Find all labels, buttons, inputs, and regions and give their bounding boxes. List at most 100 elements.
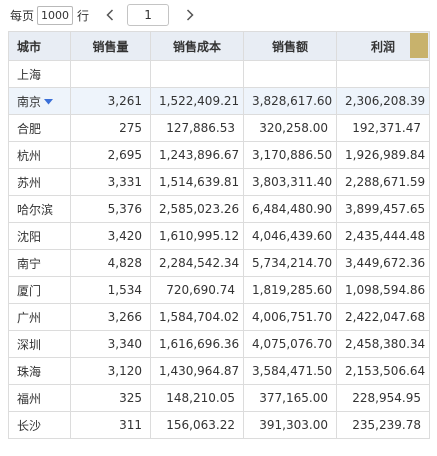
cell-cost: 148,210.05 xyxy=(150,384,244,412)
next-page-button[interactable] xyxy=(183,5,197,25)
header-row: 城市 销售量 销售成本 销售额 利润 xyxy=(8,31,430,61)
cell-city: 长沙 xyxy=(8,411,71,439)
rows-label: 行 xyxy=(77,8,90,23)
per-page-label: 每页 xyxy=(10,8,35,23)
cell-profit: 3,899,457.65 xyxy=(336,195,430,223)
column-header-quantity[interactable]: 销售量 xyxy=(70,31,151,61)
cell-cost: 1,514,639.81 xyxy=(150,168,244,196)
chevron-right-icon xyxy=(187,9,194,21)
cell-quantity xyxy=(70,60,151,88)
cell-quantity: 275 xyxy=(70,114,151,142)
cell-city: 广州 xyxy=(8,303,71,331)
cell-profit: 2,435,444.48 xyxy=(336,222,430,250)
cell-city: 合肥 xyxy=(8,114,71,142)
cell-profit: 2,422,047.68 xyxy=(336,303,430,331)
chevron-left-icon xyxy=(106,9,114,21)
cell-profit: 3,449,672.36 xyxy=(336,249,430,277)
cell-sales: 1,819,285.60 xyxy=(243,276,337,304)
table-row[interactable]: 哈尔滨 5,376 2,585,023.26 6,484,480.90 3,89… xyxy=(8,195,430,223)
cell-cost: 1,522,409.21 xyxy=(150,87,244,115)
cell-profit: 228,954.95 xyxy=(336,384,430,412)
cell-quantity: 5,376 xyxy=(70,195,151,223)
cell-sales: 4,075,076.70 xyxy=(243,330,337,358)
pagination-bar: 每页 1000 行 1 xyxy=(0,0,437,30)
cell-profit: 235,239.78 xyxy=(336,411,430,439)
table-row[interactable]: 苏州 3,331 1,514,639.81 3,803,311.40 2,288… xyxy=(8,168,430,196)
column-header-city[interactable]: 城市 xyxy=(8,31,71,61)
cell-cost: 1,610,995.12 xyxy=(150,222,244,250)
table-row[interactable]: 厦门 1,534 720,690.74 1,819,285.60 1,098,5… xyxy=(8,276,430,304)
cell-cost: 156,063.22 xyxy=(150,411,244,439)
cell-quantity: 3,420 xyxy=(70,222,151,250)
caret-down-icon[interactable] xyxy=(44,99,54,105)
cell-sales: 3,803,311.40 xyxy=(243,168,337,196)
cell-cost: 1,430,964.87 xyxy=(150,357,244,385)
cell-quantity: 3,331 xyxy=(70,168,151,196)
column-header-profit[interactable]: 利润 xyxy=(336,31,430,61)
cell-sales: 5,734,214.70 xyxy=(243,249,337,277)
cell-sales: 320,258.00 xyxy=(243,114,337,142)
table-row[interactable]: 广州 3,266 1,584,704.02 4,006,751.70 2,422… xyxy=(8,303,430,331)
column-header-sales[interactable]: 销售额 xyxy=(243,31,337,61)
cell-cost: 1,616,696.36 xyxy=(150,330,244,358)
table-row[interactable]: 沈阳 3,420 1,610,995.12 4,046,439.60 2,435… xyxy=(8,222,430,250)
cell-profit: 1,926,989.84 xyxy=(336,141,430,169)
cell-sales: 6,484,480.90 xyxy=(243,195,337,223)
cell-quantity: 3,340 xyxy=(70,330,151,358)
cell-sales: 377,165.00 xyxy=(243,384,337,412)
cell-sales: 3,170,886.50 xyxy=(243,141,337,169)
cell-sales: 4,006,751.70 xyxy=(243,303,337,331)
cell-city: 上海 xyxy=(8,60,71,88)
cell-city: 哈尔滨 xyxy=(8,195,71,223)
cell-cost: 127,886.53 xyxy=(150,114,244,142)
cell-sales: 3,828,617.60 xyxy=(243,87,337,115)
page-number-input[interactable]: 1 xyxy=(127,4,170,26)
sales-table: 城市 销售量 销售成本 销售额 利润 上海 南京 3,261 1,522,409… xyxy=(8,31,430,439)
table-row[interactable]: 上海 xyxy=(8,60,430,88)
cell-quantity: 3,266 xyxy=(70,303,151,331)
cell-city-label: 南京 xyxy=(17,94,42,109)
cell-city: 杭州 xyxy=(8,141,71,169)
cell-quantity: 2,695 xyxy=(70,141,151,169)
table-row[interactable]: 长沙 311 156,063.22 391,303.00 235,239.78 xyxy=(8,411,430,439)
table-row[interactable]: 南宁 4,828 2,284,542.34 5,734,214.70 3,449… xyxy=(8,249,430,277)
cell-city: 厦门 xyxy=(8,276,71,304)
cell-city: 南京 xyxy=(8,87,71,115)
cell-quantity: 1,534 xyxy=(70,276,151,304)
cell-city: 珠海 xyxy=(8,357,71,385)
table-row[interactable]: 深圳 3,340 1,616,696.36 4,075,076.70 2,458… xyxy=(8,330,430,358)
column-header-cost[interactable]: 销售成本 xyxy=(150,31,244,61)
cell-city: 福州 xyxy=(8,384,71,412)
table-row-selected[interactable]: 南京 3,261 1,522,409.21 3,828,617.60 2,306… xyxy=(8,87,430,115)
cell-profit: 2,153,506.64 xyxy=(336,357,430,385)
cell-city: 深圳 xyxy=(8,330,71,358)
column-drag-handle[interactable] xyxy=(410,33,428,58)
cell-city: 沈阳 xyxy=(8,222,71,250)
table-row[interactable]: 杭州 2,695 1,243,896.67 3,170,886.50 1,926… xyxy=(8,141,430,169)
cell-quantity: 3,120 xyxy=(70,357,151,385)
cell-profit: 192,371.47 xyxy=(336,114,430,142)
cell-cost: 2,284,542.34 xyxy=(150,249,244,277)
cell-city: 南宁 xyxy=(8,249,71,277)
cell-quantity: 3,261 xyxy=(70,87,151,115)
cell-sales xyxy=(243,60,337,88)
table-row[interactable]: 福州 325 148,210.05 377,165.00 228,954.95 xyxy=(8,384,430,412)
table-row[interactable]: 珠海 3,120 1,430,964.87 3,584,471.50 2,153… xyxy=(8,357,430,385)
cell-quantity: 325 xyxy=(70,384,151,412)
cell-sales: 4,046,439.60 xyxy=(243,222,337,250)
per-page-input[interactable]: 1000 xyxy=(37,5,74,25)
cell-cost: 1,243,896.67 xyxy=(150,141,244,169)
table-row[interactable]: 合肥 275 127,886.53 320,258.00 192,371.47 xyxy=(8,114,430,142)
cell-cost: 720,690.74 xyxy=(150,276,244,304)
cell-profit xyxy=(336,60,430,88)
cell-profit: 2,288,671.59 xyxy=(336,168,430,196)
cell-city: 苏州 xyxy=(8,168,71,196)
cell-cost: 1,584,704.02 xyxy=(150,303,244,331)
cell-cost: 2,585,023.26 xyxy=(150,195,244,223)
column-header-profit-label: 利润 xyxy=(370,39,395,54)
cell-sales: 3,584,471.50 xyxy=(243,357,337,385)
cell-profit: 2,306,208.39 xyxy=(336,87,430,115)
cell-cost xyxy=(150,60,244,88)
prev-page-button[interactable] xyxy=(103,5,117,25)
cell-profit: 1,098,594.86 xyxy=(336,276,430,304)
